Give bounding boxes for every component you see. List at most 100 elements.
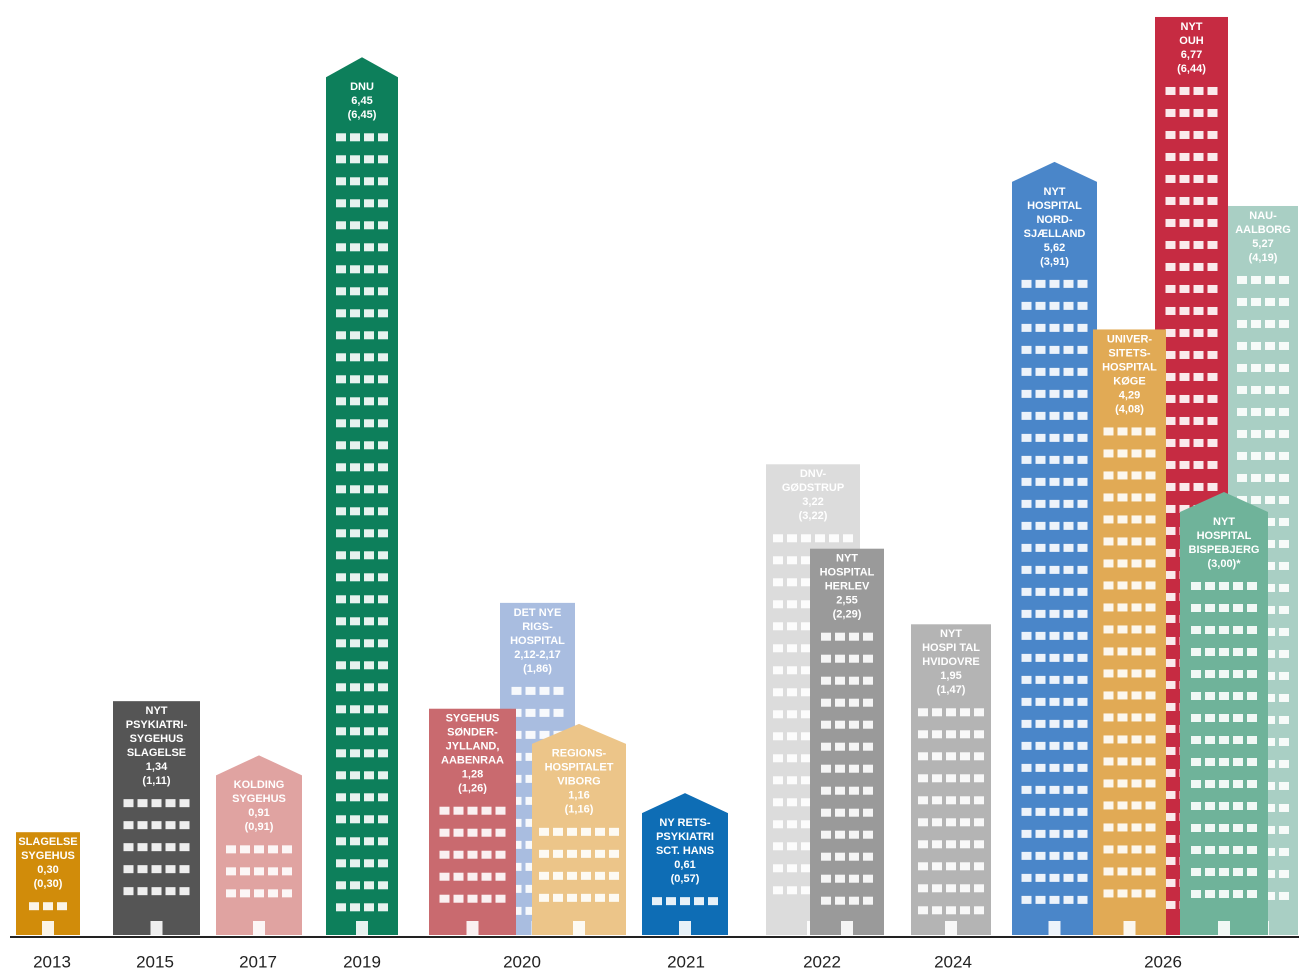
building-name: HOSPITAL bbox=[1102, 361, 1157, 373]
window bbox=[1103, 867, 1114, 876]
window bbox=[439, 894, 450, 903]
window bbox=[773, 776, 783, 785]
window bbox=[835, 808, 845, 817]
window bbox=[1103, 713, 1114, 722]
window bbox=[364, 463, 374, 472]
window bbox=[1279, 451, 1289, 460]
window bbox=[1207, 416, 1218, 425]
window bbox=[849, 676, 859, 685]
building-name: GØDSTRUP bbox=[782, 482, 844, 494]
door bbox=[466, 921, 479, 935]
window bbox=[1063, 873, 1074, 882]
window bbox=[1131, 537, 1142, 546]
window bbox=[1265, 517, 1275, 526]
value-label: 0,61 bbox=[674, 859, 695, 871]
building-name: SITETS- bbox=[1108, 347, 1151, 359]
window bbox=[1247, 802, 1257, 810]
window bbox=[835, 698, 845, 707]
window bbox=[666, 897, 676, 906]
window bbox=[1191, 802, 1201, 810]
window bbox=[1063, 763, 1074, 772]
window bbox=[1021, 499, 1032, 508]
value-label: 4,29 bbox=[1119, 389, 1140, 401]
window bbox=[1131, 449, 1142, 458]
window bbox=[336, 573, 346, 582]
window bbox=[1205, 626, 1215, 634]
window bbox=[1077, 367, 1088, 376]
window bbox=[567, 827, 577, 836]
window bbox=[1165, 812, 1176, 821]
window bbox=[364, 375, 374, 384]
window bbox=[1179, 240, 1190, 249]
window bbox=[1193, 196, 1204, 205]
window bbox=[974, 730, 984, 739]
window bbox=[1279, 825, 1289, 834]
window bbox=[960, 862, 970, 871]
window bbox=[835, 632, 845, 641]
window bbox=[1021, 873, 1032, 882]
window bbox=[1077, 631, 1088, 640]
window bbox=[525, 730, 536, 739]
window bbox=[787, 556, 797, 565]
window bbox=[1145, 823, 1156, 832]
window bbox=[1279, 275, 1289, 284]
window bbox=[609, 893, 619, 902]
window bbox=[364, 837, 374, 846]
window bbox=[1117, 625, 1128, 634]
window bbox=[1145, 779, 1156, 788]
window bbox=[336, 749, 346, 758]
window bbox=[1207, 460, 1218, 469]
x-tick-label: 2026 bbox=[1144, 952, 1182, 971]
window bbox=[1049, 477, 1060, 486]
window bbox=[350, 661, 360, 670]
window bbox=[378, 353, 388, 362]
x-tick-label: 2024 bbox=[934, 952, 972, 971]
window bbox=[1035, 565, 1046, 574]
window bbox=[787, 600, 797, 609]
window bbox=[1035, 675, 1046, 684]
window bbox=[1103, 669, 1114, 678]
window bbox=[960, 840, 970, 849]
window bbox=[960, 906, 970, 915]
window bbox=[1049, 323, 1060, 332]
window bbox=[1237, 495, 1247, 504]
window bbox=[525, 774, 536, 783]
window bbox=[581, 893, 591, 902]
window bbox=[1021, 741, 1032, 750]
window bbox=[1063, 653, 1074, 662]
window bbox=[1207, 394, 1218, 403]
window bbox=[511, 818, 522, 827]
window bbox=[1131, 669, 1142, 678]
window bbox=[773, 864, 783, 873]
window bbox=[1165, 218, 1176, 227]
window bbox=[946, 730, 956, 739]
window bbox=[57, 902, 67, 911]
window bbox=[1205, 692, 1215, 700]
window bbox=[165, 887, 176, 896]
building-name: DNV- bbox=[800, 468, 827, 480]
window bbox=[835, 852, 845, 861]
window bbox=[1049, 873, 1060, 882]
window bbox=[1165, 306, 1176, 315]
window bbox=[932, 862, 942, 871]
window bbox=[1103, 779, 1114, 788]
window bbox=[350, 551, 360, 560]
window bbox=[1077, 279, 1088, 288]
window bbox=[1131, 889, 1142, 898]
window bbox=[1207, 306, 1218, 315]
window bbox=[1145, 713, 1156, 722]
window bbox=[1103, 515, 1114, 524]
window bbox=[1035, 763, 1046, 772]
window bbox=[1247, 868, 1257, 876]
window bbox=[481, 806, 492, 815]
window bbox=[1063, 433, 1074, 442]
window bbox=[821, 720, 831, 729]
window bbox=[1035, 345, 1046, 354]
window bbox=[1265, 429, 1275, 438]
secondary-label: (2,29) bbox=[833, 609, 862, 621]
window bbox=[1251, 429, 1261, 438]
window bbox=[1021, 675, 1032, 684]
window bbox=[1049, 411, 1060, 420]
window bbox=[1145, 625, 1156, 634]
window bbox=[1063, 477, 1074, 486]
